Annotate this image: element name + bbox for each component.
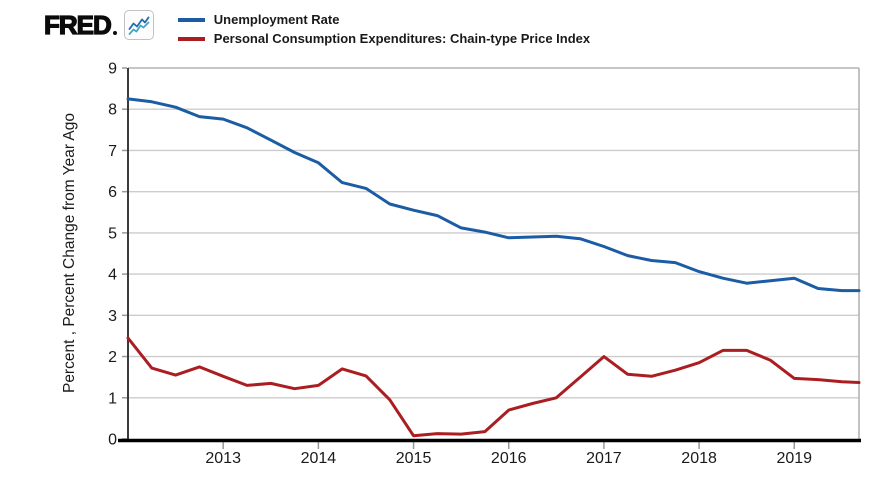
y-tick-label: 0 bbox=[108, 432, 117, 449]
legend-swatch-blue bbox=[177, 17, 205, 22]
legend-item-pce-price-index[interactable]: Personal Consumption Expenditures: Chain… bbox=[177, 30, 591, 47]
y-tick-label: 2 bbox=[108, 349, 117, 366]
fred-logo-text: FRED bbox=[43, 9, 112, 40]
y-tick-label: 5 bbox=[108, 225, 117, 242]
legend-item-unemployment-rate[interactable]: Unemployment Rate bbox=[177, 11, 590, 28]
x-tick-label: 2018 bbox=[681, 450, 717, 467]
y-tick-label: 8 bbox=[108, 102, 117, 119]
fred-zigzag-chart-icon bbox=[123, 10, 154, 40]
x-tick-label: 2015 bbox=[396, 450, 432, 467]
x-tick-label: 2019 bbox=[776, 450, 812, 467]
x-tick-label: 2017 bbox=[586, 450, 622, 467]
y-tick-label: 3 bbox=[108, 308, 117, 325]
y-tick-label: 7 bbox=[108, 143, 117, 160]
pce-price-index-line[interactable] bbox=[126, 336, 861, 438]
y-tick-label: 1 bbox=[108, 390, 117, 407]
chart-legend: Unemployment Rate Personal Consumption E… bbox=[177, 5, 591, 49]
x-tick-label: 2014 bbox=[301, 450, 337, 467]
y-tick-label: 9 bbox=[108, 61, 117, 78]
legend-swatch-red bbox=[177, 36, 205, 41]
x-tick-label: 2013 bbox=[205, 450, 241, 467]
unemployment-rate-line[interactable] bbox=[126, 97, 861, 293]
legend-label-pce-price-index: Personal Consumption Expenditures: Chain… bbox=[213, 31, 591, 46]
legend-label-unemployment-rate: Unemployment Rate bbox=[213, 12, 340, 27]
x-tick-label: 2016 bbox=[491, 450, 527, 467]
y-tick-label: 4 bbox=[108, 267, 117, 284]
fred-logo-dot bbox=[112, 31, 117, 35]
y-tick-label: 6 bbox=[108, 184, 117, 201]
chart-header: FRED Unemployment Rate Personal Consumpt… bbox=[43, 5, 591, 49]
fred-logo[interactable]: FRED bbox=[43, 5, 154, 45]
